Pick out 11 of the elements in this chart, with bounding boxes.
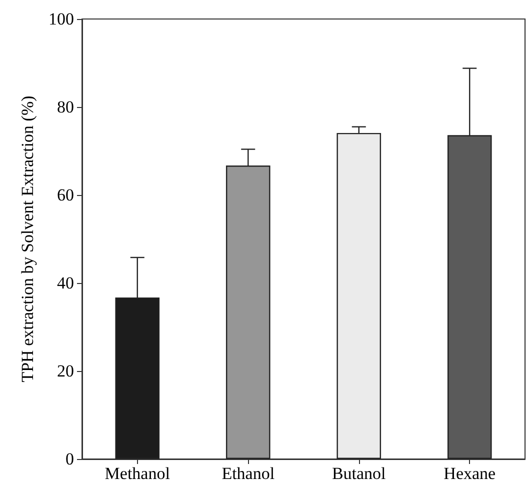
- x-tick-label: Butanol: [332, 464, 386, 483]
- y-tick-label: 20: [57, 362, 74, 380]
- y-tick-label: 0: [66, 450, 74, 468]
- y-tick-label: 80: [57, 98, 74, 116]
- x-tick-label: Methanol: [104, 464, 170, 483]
- y-tick-label: 40: [57, 274, 74, 292]
- x-tick-label: Ethanol: [222, 464, 275, 483]
- y-tick-label: 60: [57, 186, 74, 204]
- y-tick-label: 100: [48, 10, 74, 28]
- y-axis-title: TPH extraction by Solvent Extraction (%): [18, 96, 37, 382]
- x-tick-label: Hexane: [444, 464, 496, 483]
